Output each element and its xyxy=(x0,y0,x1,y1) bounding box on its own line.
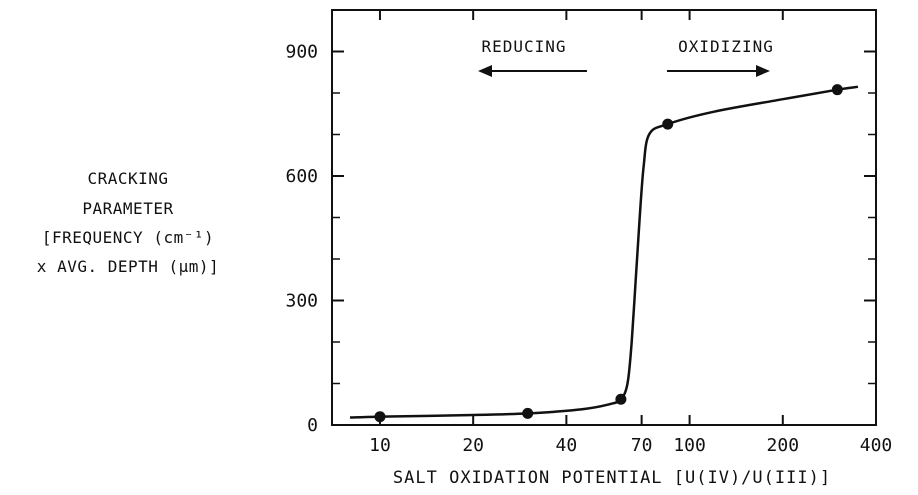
x-axis-label: SALT OXIDATION POTENTIAL [U(IV)/U(III)] xyxy=(393,468,831,488)
x-tick-label: 400 xyxy=(860,435,893,456)
x-tick-label: 70 xyxy=(631,435,653,456)
ticks-layer: 0 300 600 900 10 20 40 70 100 200 400 xyxy=(285,10,892,456)
x-tick-label: 40 xyxy=(556,435,578,456)
y-axis-label-line-3: [FREQUENCY (cm⁻¹) xyxy=(42,228,214,247)
annotation-reducing: REDUCING xyxy=(481,37,566,56)
y-tick-label: 0 xyxy=(307,415,318,436)
oxidizing-arrowhead xyxy=(756,65,770,77)
data-point xyxy=(662,118,674,130)
y-axis-label-line-2: PARAMETER xyxy=(82,199,173,218)
points-layer xyxy=(374,84,843,423)
plot-frame xyxy=(331,9,877,426)
data-point xyxy=(831,84,843,96)
x-tick-label: 100 xyxy=(673,435,706,456)
y-axis-label-line-1: CRACKING xyxy=(87,169,168,188)
data-point xyxy=(522,407,534,419)
x-tick-label: 10 xyxy=(369,435,391,456)
reducing-arrowhead xyxy=(478,65,492,77)
annotation-oxidizing: OXIDIZING xyxy=(678,37,774,56)
x-tick-label: 200 xyxy=(767,435,800,456)
data-point xyxy=(374,411,386,423)
y-tick-label: 900 xyxy=(285,42,318,63)
y-axis-label-line-4: x AVG. DEPTH (μm)] xyxy=(37,257,219,276)
x-tick-label: 20 xyxy=(462,435,484,456)
series-line xyxy=(349,85,859,419)
y-tick-label: 600 xyxy=(285,166,318,187)
data-point xyxy=(615,393,627,405)
curve-layer xyxy=(349,85,859,419)
y-tick-label: 300 xyxy=(285,291,318,312)
